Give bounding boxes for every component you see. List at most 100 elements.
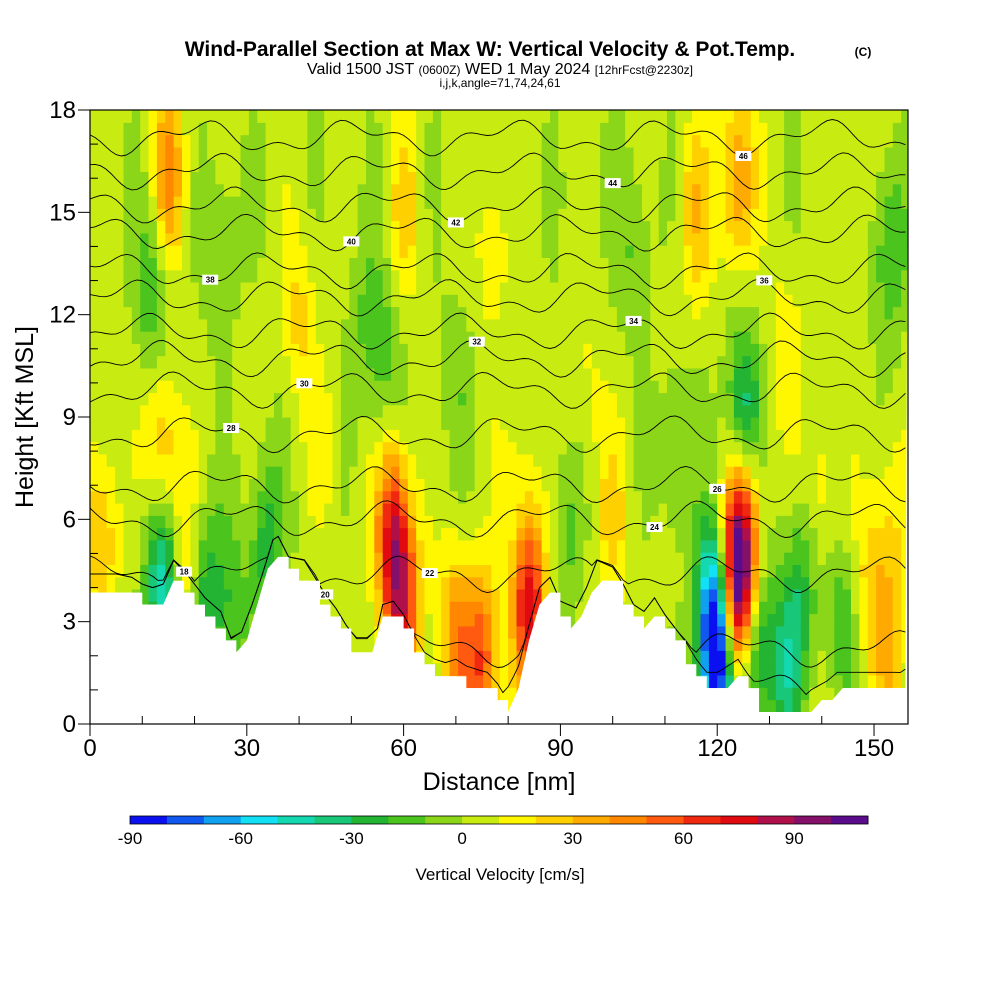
velocity-cell [809,159,819,172]
velocity-cell [558,601,568,615]
velocity-cell [642,503,651,516]
velocity-cell [140,281,150,295]
velocity-cell [616,441,626,455]
velocity-cell [307,245,317,258]
velocity-cell [608,159,618,172]
velocity-cell [391,122,401,136]
velocity-cell [566,515,576,529]
velocity-cell [642,306,651,320]
velocity-cell [432,453,442,467]
velocity-cell [432,576,442,590]
velocity-cell [123,527,133,541]
velocity-cell [558,564,568,578]
velocity-cell [248,576,258,590]
velocity-cell [625,281,635,295]
velocity-cell [834,220,844,234]
velocity-cell [692,343,702,357]
velocity-cell [299,367,309,381]
velocity-cell [750,625,760,639]
velocity-cell [483,355,493,369]
velocity-cell [658,183,668,197]
velocity-cell [156,269,166,283]
velocity-cell [391,588,401,602]
velocity-cell [650,601,660,615]
velocity-cell [867,220,877,234]
velocity-cell [591,306,601,320]
velocity-cell [156,281,166,295]
velocity-cell [173,110,183,111]
velocity-cell [566,417,576,430]
velocity-cell [683,196,693,209]
velocity-cell [307,196,317,209]
velocity-cell [759,367,768,381]
velocity-cell [633,490,643,504]
velocity-cell [842,343,852,357]
velocity-cell [825,466,835,479]
velocity-cell [575,146,585,160]
velocity-cell [575,306,585,320]
velocity-cell [901,343,908,357]
velocity-cell [775,552,785,565]
velocity-cell [792,453,802,467]
velocity-cell [767,687,777,701]
velocity-cell [667,539,676,553]
velocity-cell [307,453,317,467]
velocity-cell [750,588,760,602]
velocity-cell [123,232,133,246]
velocity-cell [541,183,551,197]
velocity-cell [182,453,191,467]
velocity-cell [449,588,459,602]
velocity-cell [474,650,484,664]
velocity-cell [391,417,401,430]
velocity-cell [608,306,618,320]
velocity-cell [859,478,869,492]
velocity-cell [792,613,802,627]
velocity-cell [357,183,367,197]
velocity-cell [307,269,317,283]
velocity-cell [173,515,183,529]
velocity-cell [466,662,476,676]
velocity-cell [441,257,451,271]
velocity-cell [717,650,727,664]
velocity-cell [876,294,886,308]
velocity-cell [834,392,844,406]
velocity-cell [282,417,292,430]
velocity-cell [750,392,760,406]
velocity-cell [215,576,225,590]
velocity-cell [658,478,668,492]
velocity-cell [265,453,275,467]
velocity-cell [524,220,534,234]
velocity-cell [424,331,434,344]
velocity-cell [667,601,676,615]
velocity-cell [274,503,283,516]
velocity-cell [207,281,217,295]
velocity-cell [524,306,534,320]
velocity-cell [382,183,392,197]
velocity-cell [892,515,902,529]
velocity-cell [675,134,685,148]
velocity-cell [859,417,869,430]
velocity-cell [265,343,275,357]
velocity-cell [859,257,869,271]
velocity-cell [106,490,116,504]
velocity-cell [223,318,233,332]
velocity-cell [282,306,292,320]
velocity-cell [901,564,908,578]
velocity-cell [399,183,409,197]
velocity-cell [892,674,902,688]
velocity-cell [642,208,651,222]
velocity-cell [131,110,141,123]
velocity-cell [491,466,501,479]
velocity-cell [349,380,359,394]
velocity-cell [90,183,99,197]
velocity-cell [499,306,509,320]
velocity-cell [257,183,267,197]
velocity-cell [825,208,835,222]
velocity-cell [307,367,317,381]
velocity-cell [901,613,908,627]
velocity-cell [625,527,635,541]
velocity-cell [165,576,175,590]
velocity-cell [282,503,292,516]
velocity-cell [424,232,434,246]
velocity-cell [683,515,693,529]
